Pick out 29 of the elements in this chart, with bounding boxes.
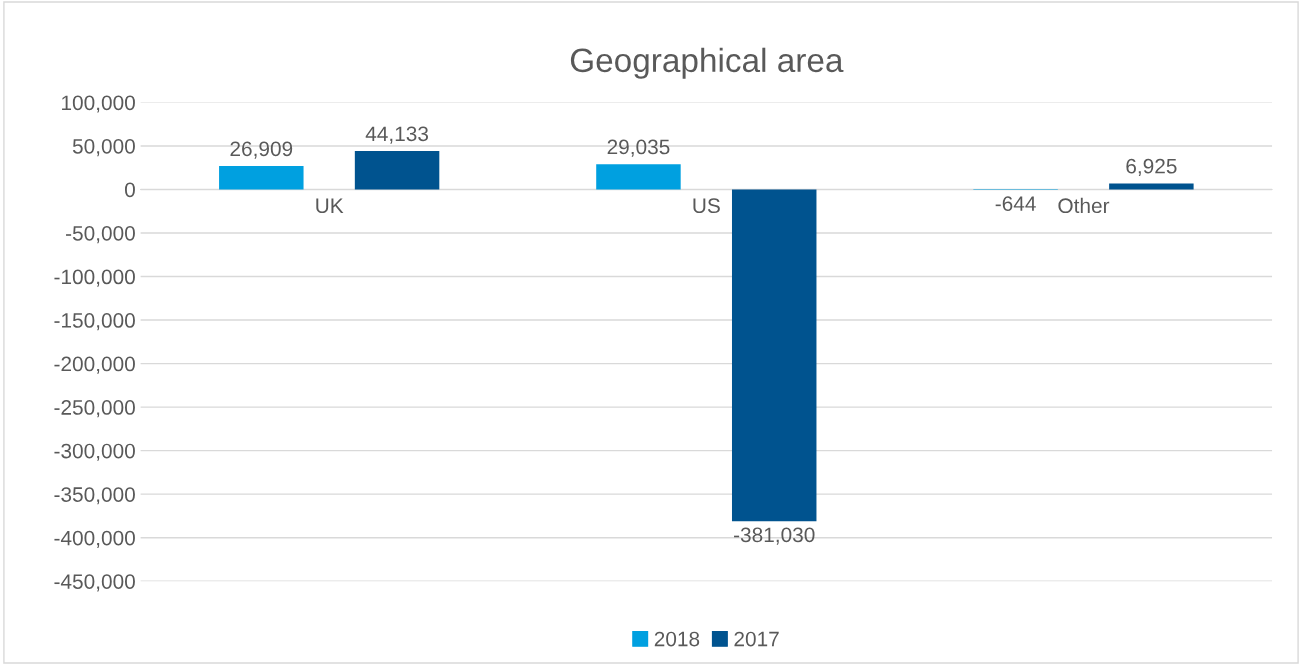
y-tick-label: -200,000 (54, 356, 135, 374)
y-tick-label: -400,000 (54, 530, 135, 548)
y-tick-label: -300,000 (54, 443, 135, 461)
y-tick-label: -150,000 (54, 313, 135, 331)
legend-label: 2018 (654, 631, 700, 647)
x-tick-label: US (693, 198, 720, 214)
data-label: -381,030 (734, 527, 815, 545)
data-label: 6,925 (1126, 158, 1177, 177)
bar (219, 166, 304, 190)
y-tick-label: 50,000 (72, 138, 135, 157)
bar (596, 164, 681, 190)
legend-label: 2017 (734, 631, 779, 647)
y-tick-label: -450,000 (54, 574, 135, 592)
y-tick-label: 0 (124, 182, 135, 198)
y-tick-label: -50,000 (66, 225, 135, 244)
y-tick-label: 100,000 (62, 95, 135, 113)
x-tick-label: UK (316, 198, 344, 214)
bar (731, 189, 817, 522)
data-label: 26,909 (230, 141, 293, 159)
bar (1109, 183, 1194, 190)
chart-title: Geographical area (570, 47, 844, 79)
data-label: 44,133 (365, 126, 429, 144)
data-label: 29,035 (607, 139, 670, 157)
y-tick-label: -350,000 (54, 487, 135, 505)
y-tick-label: -250,000 (54, 400, 135, 418)
data-label: -644 (995, 196, 1036, 212)
y-tick-label: -100,000 (54, 269, 135, 287)
x-tick-label: Other (1058, 197, 1110, 214)
bar (354, 151, 440, 190)
